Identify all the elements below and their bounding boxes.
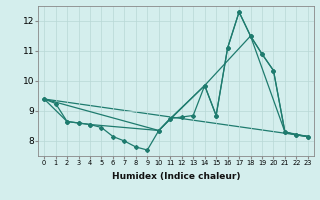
- X-axis label: Humidex (Indice chaleur): Humidex (Indice chaleur): [112, 172, 240, 181]
